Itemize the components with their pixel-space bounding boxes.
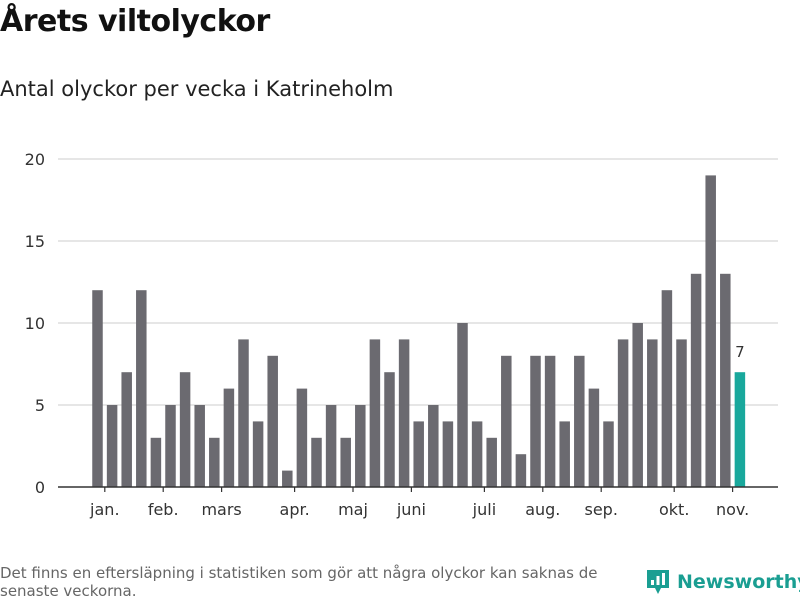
bar xyxy=(647,339,658,487)
x-tick-label: mars xyxy=(201,500,241,519)
bar xyxy=(413,421,424,487)
bar xyxy=(690,273,702,487)
bar xyxy=(559,421,570,487)
bar xyxy=(486,437,497,487)
bar xyxy=(282,470,293,487)
bar xyxy=(209,437,220,487)
bar xyxy=(676,339,687,487)
chart-title: Årets viltolyckor xyxy=(0,4,270,39)
bar xyxy=(515,454,527,487)
bar xyxy=(617,339,629,487)
bar xyxy=(544,355,556,487)
bar xyxy=(384,372,395,487)
bar xyxy=(165,405,176,487)
bar xyxy=(632,323,643,487)
bar xyxy=(238,339,249,487)
bar xyxy=(588,388,600,487)
chart-subtitle: Antal olyckor per vecka i Katrineholm xyxy=(0,77,394,101)
bar xyxy=(311,437,322,487)
x-tick-label: aug. xyxy=(525,500,560,519)
bar xyxy=(296,388,308,487)
bar xyxy=(442,421,454,487)
bar xyxy=(267,355,278,487)
bar xyxy=(574,355,585,487)
brand[interactable]: Newsworthy xyxy=(645,568,800,596)
x-tick-label: juli xyxy=(472,500,496,519)
bar xyxy=(150,437,162,487)
bar xyxy=(661,290,673,487)
bar xyxy=(106,405,118,487)
bar xyxy=(603,421,614,487)
footnote: Det finns en eftersläpning i statistiken… xyxy=(0,564,598,600)
bar xyxy=(92,290,103,487)
x-tick-label: maj xyxy=(338,500,368,519)
brand-name: Newsworthy xyxy=(677,571,800,593)
highlighted-bar xyxy=(734,372,746,487)
y-tick-label: 20 xyxy=(25,150,45,169)
x-tick-label: jan. xyxy=(89,500,119,519)
y-tick-label: 5 xyxy=(35,396,45,415)
bar xyxy=(457,323,468,487)
bar xyxy=(136,290,147,487)
bar xyxy=(194,405,205,487)
newsworthy-logo-icon xyxy=(647,570,669,594)
bar xyxy=(530,355,541,487)
y-tick-label: 15 xyxy=(25,232,45,251)
bar xyxy=(325,405,337,487)
bar xyxy=(223,388,235,487)
x-tick-label: feb. xyxy=(148,500,179,519)
bar xyxy=(705,175,716,487)
x-tick-label: juni xyxy=(396,500,426,519)
x-tick-label: apr. xyxy=(280,500,310,519)
x-tick-label: okt. xyxy=(659,500,689,519)
x-tick-label: sep. xyxy=(584,500,617,519)
bar xyxy=(501,355,512,487)
bar-chart: 0 5 10 15 20 7 jan. feb. mars apr. maj juni juli aug.… xyxy=(25,150,778,519)
bar xyxy=(471,421,483,487)
x-tick-label: nov. xyxy=(716,500,749,519)
data-label: 7 xyxy=(735,343,745,361)
bar xyxy=(340,437,351,487)
bar xyxy=(121,372,132,487)
bar xyxy=(428,405,439,487)
y-tick-label: 0 xyxy=(35,478,45,497)
bar xyxy=(179,372,191,487)
bar xyxy=(720,273,731,487)
bar xyxy=(369,339,381,487)
y-tick-label: 10 xyxy=(25,314,45,333)
bar xyxy=(398,339,410,487)
bar xyxy=(252,421,264,487)
bar xyxy=(355,405,366,487)
